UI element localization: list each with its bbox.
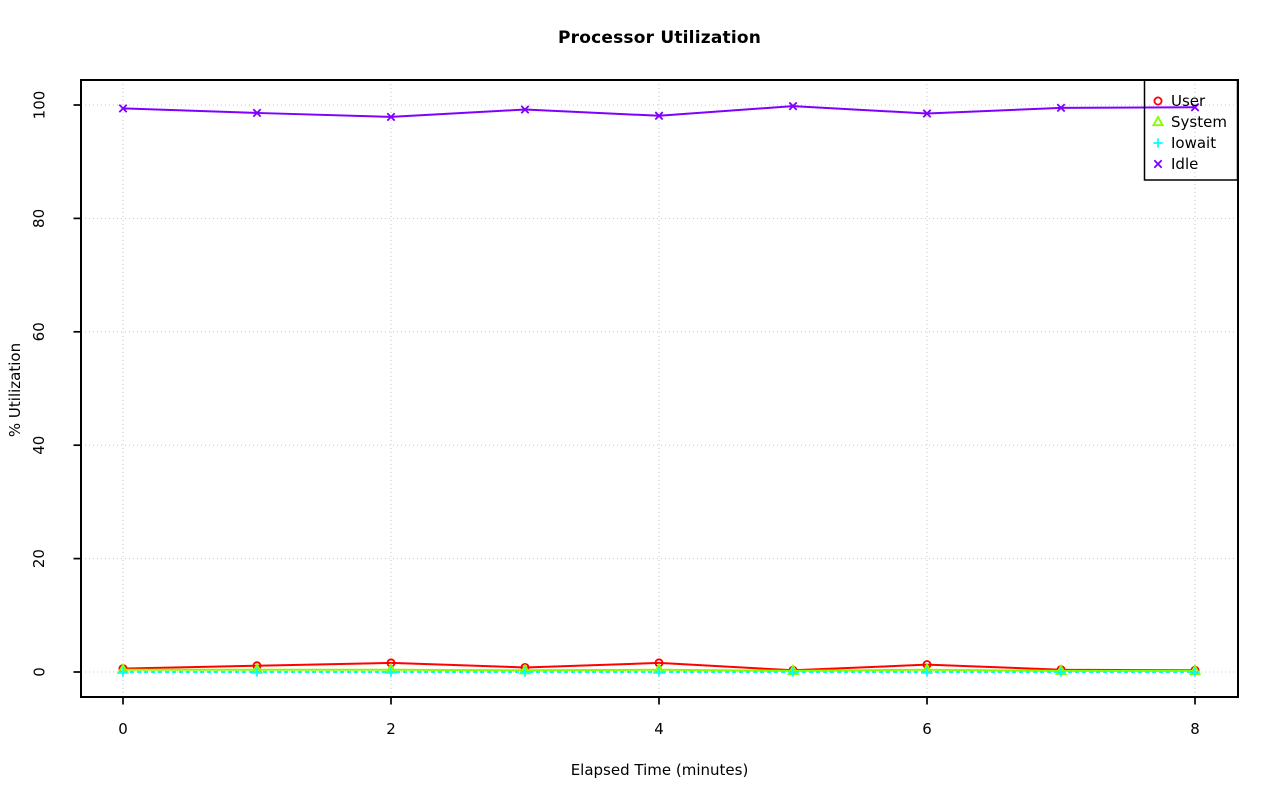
marker-iowait-0 [118,667,128,677]
x-tick-label-4: 4 [654,720,664,738]
marker-idle-1 [252,108,262,118]
legend-marker-system [1151,115,1165,127]
y-tick-label-60: 60 [30,322,48,341]
legend-label-iowait: Iowait [1171,134,1216,152]
legend-marker-iowait [1153,138,1163,148]
chart-title: Processor Utilization [557,28,762,48]
legend: User System Iowait Idle [1143,79,1239,181]
marker-idle-5 [788,101,798,111]
marker-idle-3 [520,105,530,114]
gridlines [81,80,1238,697]
legend-box [1143,79,1239,181]
x-tick-label-0: 0 [118,720,128,738]
legend-marker-idle [1153,159,1163,169]
legend-label-system: System [1171,113,1227,131]
marker-iowait-6 [922,667,932,677]
legend-label-idle: Idle [1171,155,1198,173]
series-idle [118,101,1200,122]
x-tick-label-8: 8 [1190,720,1200,738]
marker-iowait-5 [788,667,798,677]
x-tick-label-2: 2 [386,720,396,738]
series-iowait [118,667,1200,677]
legend-label-user: User [1171,92,1206,110]
marker-idle-8 [1190,102,1200,112]
marker-idle-0 [118,104,128,113]
marker-iowait-2 [386,667,396,677]
x-tick-label-6: 6 [922,720,932,738]
marker-idle-4 [654,111,664,121]
y-tick-label-20: 20 [30,549,48,568]
y-tick-label-80: 80 [30,209,48,228]
marker-iowait-4 [654,667,664,677]
marker-idle-2 [386,112,396,122]
y-tick-label-0: 0 [30,667,48,677]
y-tick-label-40: 40 [30,436,48,455]
marker-idle-7 [1056,103,1066,113]
y-tick-label-100: 100 [30,91,48,120]
marker-iowait-8 [1190,667,1200,677]
marker-idle-6 [922,109,932,118]
legend-marker-user [1153,96,1163,106]
marker-iowait-3 [520,667,530,677]
y-axis-title: % Utilization [6,342,24,438]
marker-iowait-7 [1056,667,1066,677]
x-axis-title: Elapsed Time (minutes) [570,761,749,779]
marker-iowait-1 [252,667,262,677]
